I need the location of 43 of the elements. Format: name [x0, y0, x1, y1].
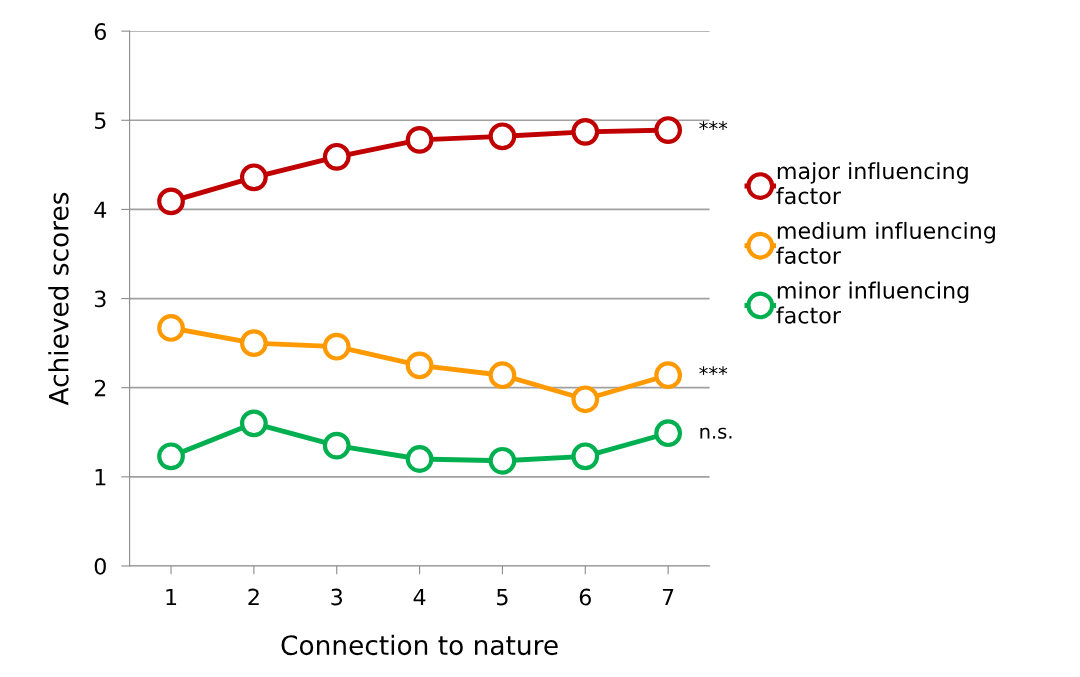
y-tick-label: 4 [94, 201, 107, 218]
annotation: *** [699, 121, 728, 130]
y-tick-label: 5 [94, 112, 106, 130]
point [571, 442, 600, 471]
point [405, 125, 434, 154]
annotation: n.s. [700, 427, 732, 439]
point [488, 361, 517, 390]
point [654, 419, 683, 448]
y-tick-label: 6 [94, 23, 106, 40]
point [322, 431, 351, 460]
y-tick-label: 1 [95, 469, 106, 486]
x-tick-label: 2 [248, 588, 259, 606]
y-axis-title: Achieved scores [48, 192, 69, 406]
x-tick-label: 6 [579, 588, 591, 606]
point [157, 314, 185, 342]
point [239, 409, 268, 438]
point [239, 329, 268, 358]
legend-label: medium influencing factor [776, 221, 995, 264]
point [157, 187, 185, 216]
annotation: *** [699, 366, 728, 376]
x-tick-label: 1 [166, 588, 177, 606]
point [488, 446, 517, 475]
point [654, 116, 683, 144]
point [322, 332, 351, 361]
x-axis-title: Connection to nature [281, 634, 558, 656]
y-tick-label: 3 [94, 290, 106, 308]
point [322, 142, 351, 171]
point [571, 385, 600, 414]
y-tick-label: 2 [94, 379, 106, 397]
legend-label: major influencing factor [776, 162, 968, 205]
x-tick-label: 3 [331, 588, 343, 606]
y-tick-label: 0 [94, 557, 106, 575]
point [157, 442, 185, 471]
point [239, 163, 268, 192]
point [488, 122, 517, 151]
point [405, 445, 434, 473]
x-tick-label: 7 [662, 588, 674, 606]
point [571, 117, 600, 146]
x-tick-label: 4 [413, 588, 426, 606]
point [654, 361, 683, 390]
x-tick-label: 5 [497, 588, 508, 606]
legend-label: minor influencing factor [776, 281, 969, 324]
point [405, 351, 434, 380]
